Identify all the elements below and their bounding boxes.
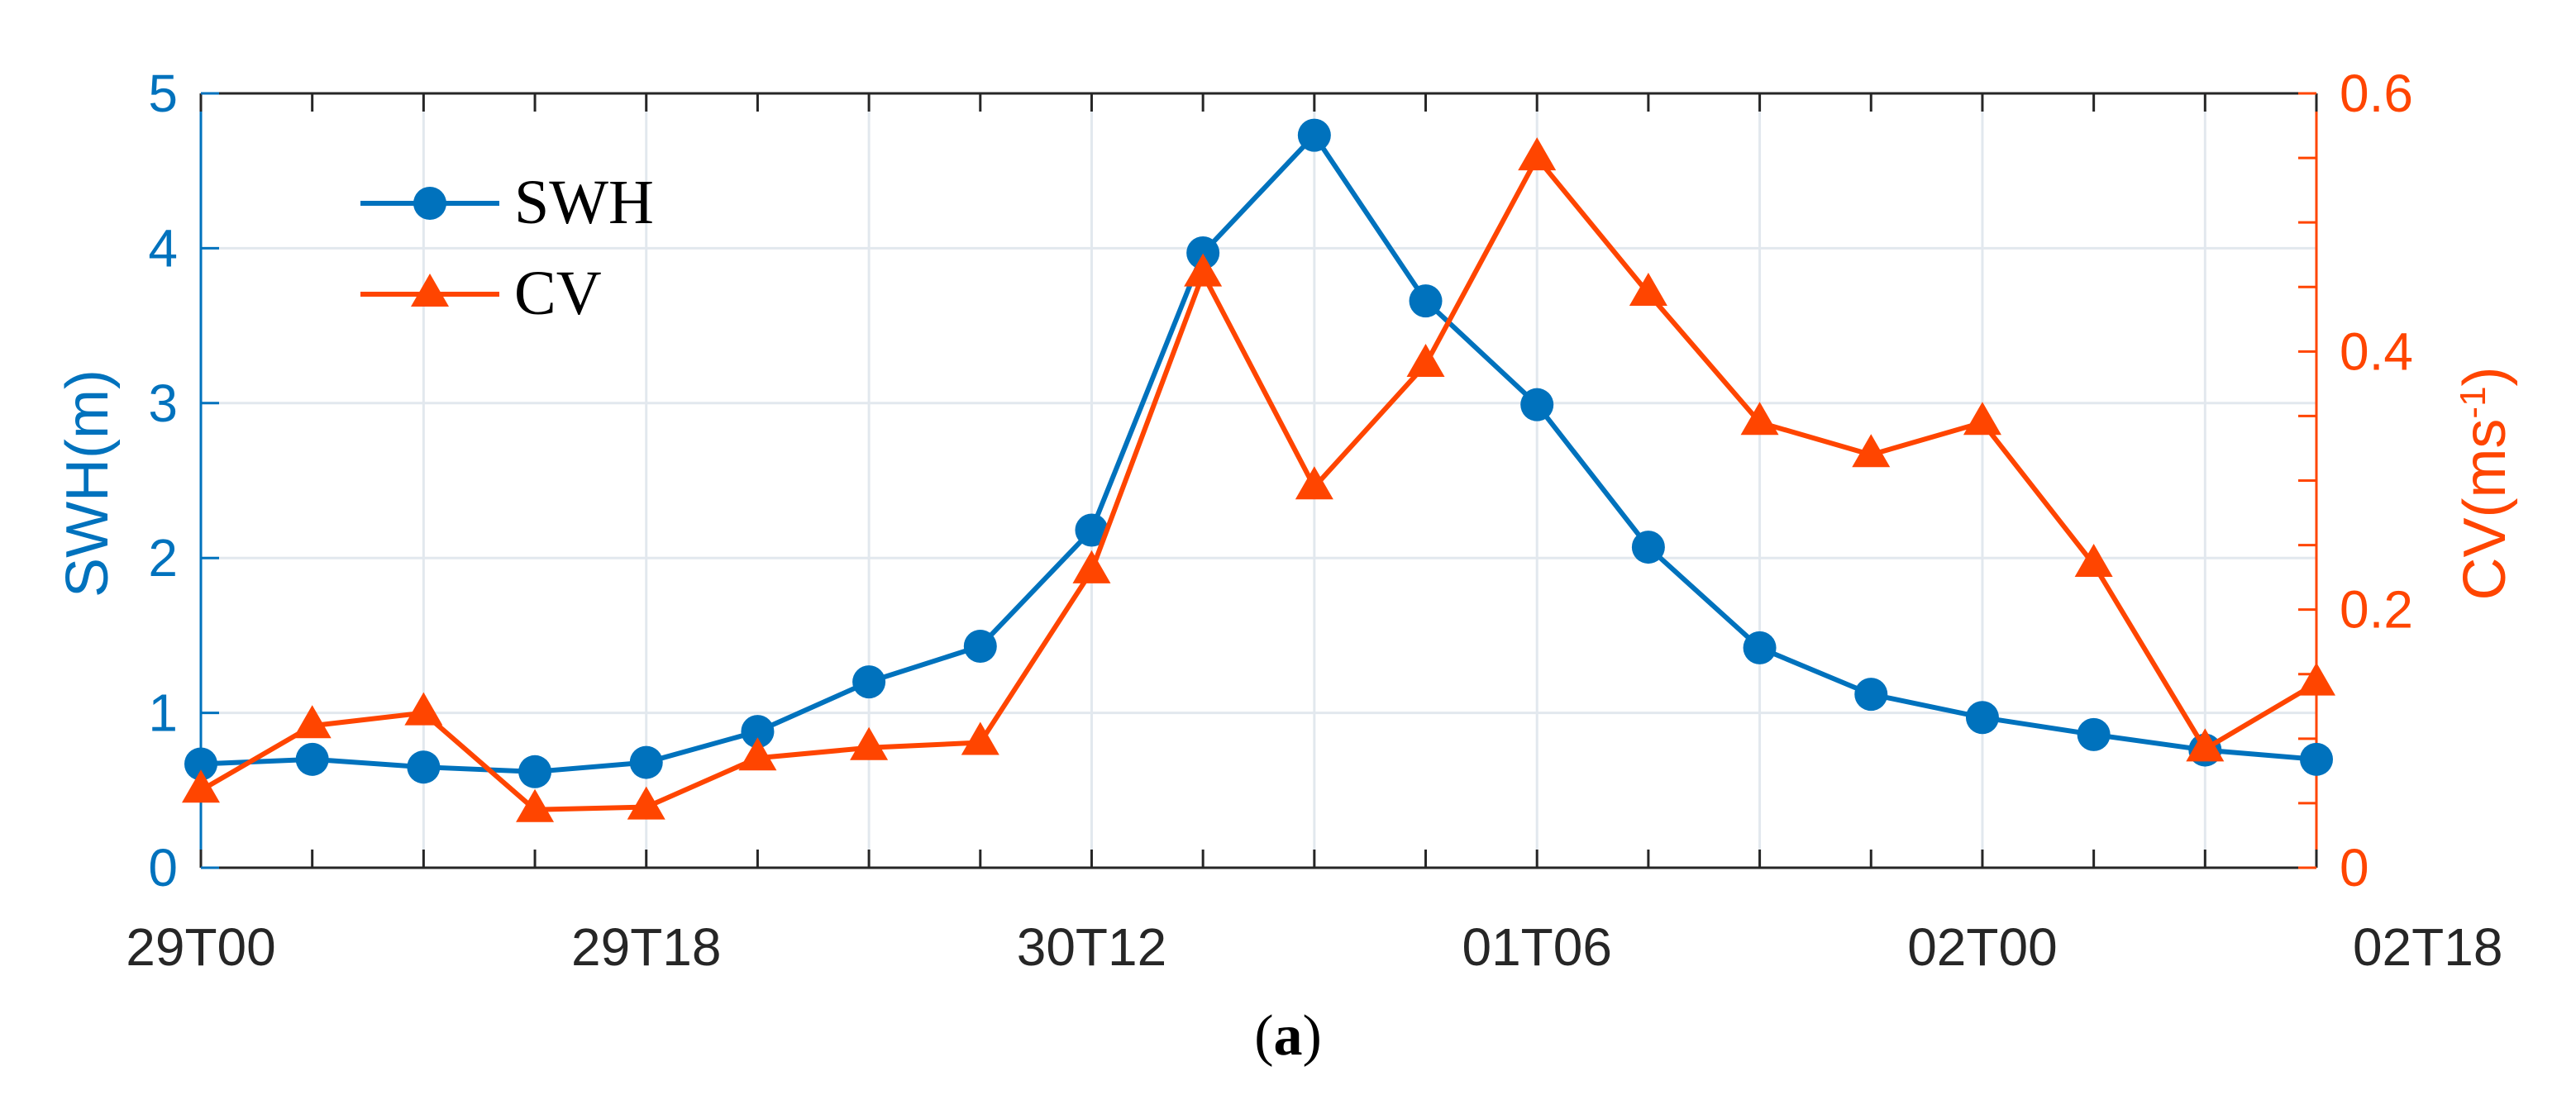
series-swh-point [629,745,663,779]
series-cv-point [1740,402,1779,436]
series-cv-point [2297,662,2335,696]
series-swh-point [407,750,441,784]
series-cv-point [1852,434,1891,468]
series-cv-point [1184,253,1223,287]
legend: SWH CV [360,168,654,328]
y-right-tick-label: 0.2 [2340,580,2413,640]
series-swh-point [1965,701,1999,735]
x-tick-label: 29T00 [126,917,275,977]
series-cv-point [738,737,777,771]
series-swh-point [1854,678,1888,712]
series-cv-point [182,769,220,803]
y-left-tick-label: 0 [148,838,178,897]
series-cv-point [1963,402,2001,436]
series-swh-point [1075,513,1109,547]
series-cv-point [1518,137,1557,171]
y-left-tick-label: 5 [148,64,178,123]
series-cv-point [850,726,889,760]
y-axis-right-label-close: ) [2452,366,2518,386]
series [182,118,2335,822]
x-tick-label: 01T06 [1462,917,1611,977]
series-swh-point [184,747,217,781]
y-right-tick-label: 0.6 [2340,64,2413,123]
series-cv-point [404,692,443,726]
x-tick-label: 02T18 [2353,917,2502,977]
caption-open: ( [1254,1004,1273,1068]
series-cv-point [961,721,999,755]
series-swh-point [1409,284,1443,318]
series-swh-point [852,665,886,699]
x-tick-label: 29T18 [571,917,721,977]
x-tick-label: 02T00 [1907,917,2057,977]
y-axis-right-label-sup: -1 [2453,386,2493,418]
y-axis-left-label: SWH(m) [55,369,121,597]
y-axis-right-label: CV(ms-1) [2452,366,2518,600]
y-right-tick-label: 0 [2340,838,2369,897]
series-swh-point [2077,717,2111,751]
series-swh-point [741,715,775,749]
y-right-tick-label: 0.4 [2340,321,2413,381]
series-swh-point [1743,631,1777,664]
series-cv-point [1295,466,1333,500]
series-swh-point [518,755,552,788]
y-left-tick-label: 1 [148,683,178,743]
series-cv-point [293,705,332,739]
series-cv-line [199,155,2318,812]
series-cv-point [1406,343,1445,377]
caption-close: ) [1303,1004,1322,1068]
series-swh-point [2300,742,2333,776]
y-left-tick-label: 3 [148,374,178,433]
series-cv-point [1629,273,1667,307]
series-cv-point [1072,550,1111,583]
series-swh-line [200,132,2317,774]
series-swh-point [1631,531,1665,564]
figure-caption: (a) [1254,1004,1322,1068]
series-swh-point [1186,236,1220,270]
series-cv-point [627,786,665,820]
legend-swh-marker [413,187,446,220]
series-swh-point [1520,388,1554,421]
series-swh-point [1297,118,1331,152]
series-swh-point [295,742,329,776]
series-cv-point [516,788,555,822]
y-left-tick-label: 2 [148,528,178,588]
caption-letter: a [1274,1004,1303,1068]
legend-cv-label: CV [514,259,602,328]
series-cv-point [2074,544,2113,578]
x-tick-label: 30T12 [1017,917,1166,977]
y-axis-right-label-main: CV(ms [2452,419,2518,601]
y-left-tick-label: 4 [148,218,178,278]
legend-cv-marker [411,274,449,307]
legend-swh-label: SWH [514,168,654,237]
series-swh-point [963,630,997,664]
ticks: 29T0029T1830T1201T0602T0002T1803T1201234… [126,64,2502,977]
series-cv-point [2186,728,2225,762]
